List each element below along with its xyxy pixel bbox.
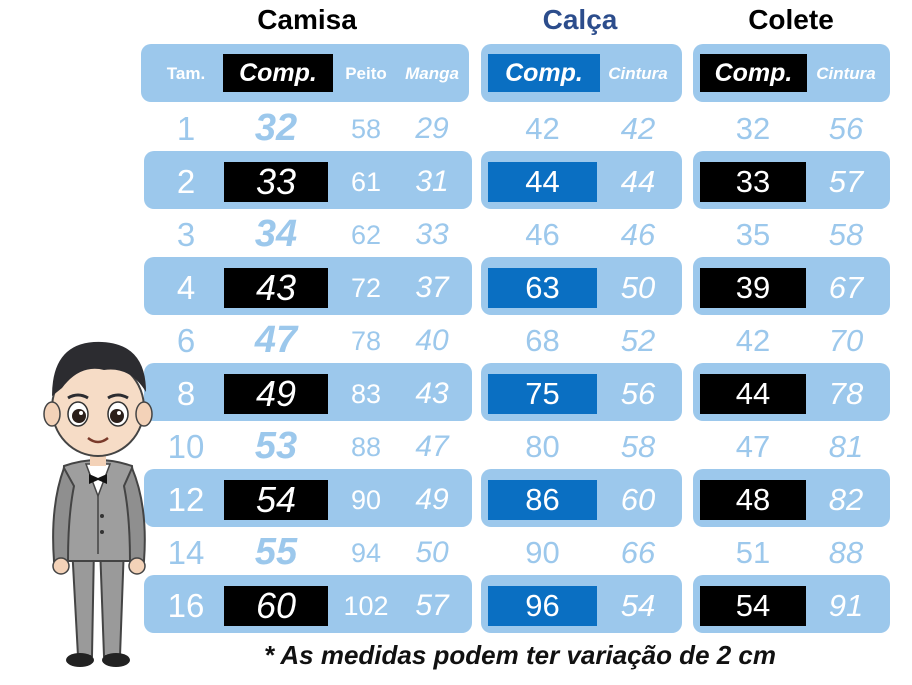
cell-colete-cintura: 67 <box>828 270 864 305</box>
cell-manga: 40 <box>415 324 449 357</box>
cell-colete-comp: 47 <box>735 429 771 464</box>
cell-camisa-comp: 33 <box>224 162 328 202</box>
cell-colete-comp: 39 <box>700 268 806 308</box>
cell-manga: 50 <box>415 536 449 569</box>
cell-colete-comp: 51 <box>735 535 771 570</box>
cell-tam: 2 <box>176 163 196 200</box>
cell-camisa-comp: 32 <box>254 107 298 149</box>
cell-tam: 10 <box>167 428 205 465</box>
cell-tam: 8 <box>176 375 196 412</box>
cell-manga: 33 <box>415 218 449 251</box>
cell-peito: 83 <box>350 379 382 409</box>
boy-in-gray-suit-icon <box>43 341 153 667</box>
cell-tam: 1 <box>176 110 196 147</box>
cell-calca-cintura: 56 <box>620 376 656 411</box>
cell-manga: 37 <box>415 271 449 304</box>
cell-calca-comp: 80 <box>525 429 560 464</box>
cell-colete-cintura: 56 <box>828 111 864 146</box>
footnote: * As medidas podem ter variação de 2 cm <box>263 640 777 670</box>
cell-colete-comp: 44 <box>700 374 806 414</box>
cell-calca-cintura: 66 <box>620 535 656 570</box>
cell-colete-cintura: 57 <box>828 164 864 199</box>
cell-peito: 78 <box>350 326 382 356</box>
cell-manga: 31 <box>415 165 449 198</box>
calca-title: Calça <box>542 4 618 35</box>
cell-colete-cintura: 70 <box>828 323 864 358</box>
cell-peito: 61 <box>350 167 382 197</box>
cell-colete-comp: 48 <box>700 480 806 520</box>
cell-calca-comp: 63 <box>488 268 597 308</box>
cell-colete-cintura: 91 <box>828 588 864 623</box>
header-manga: Manga <box>405 64 459 83</box>
cell-calca-comp: 42 <box>525 111 560 146</box>
cell-camisa-comp: 47 <box>254 319 298 361</box>
cell-calca-comp: 44 <box>488 162 597 202</box>
cell-camisa-comp: 34 <box>254 213 298 255</box>
cell-manga: 47 <box>415 430 449 463</box>
camisa-comp-header-badge <box>223 54 333 92</box>
cell-camisa-comp: 60 <box>224 586 328 626</box>
cell-tam: 6 <box>176 322 196 359</box>
cell-colete-cintura: 78 <box>828 376 864 411</box>
cell-peito: 58 <box>350 114 382 144</box>
cell-camisa-comp: 49 <box>224 374 328 414</box>
cell-calca-cintura: 52 <box>620 323 656 358</box>
cell-peito: 94 <box>350 538 382 568</box>
cell-peito: 62 <box>350 220 382 250</box>
colete-header-cintura: Cintura <box>816 64 876 83</box>
cell-calca-cintura: 58 <box>620 429 656 464</box>
cell-calca-cintura: 60 <box>620 482 656 517</box>
cell-peito: 102 <box>343 591 389 621</box>
cell-manga: 29 <box>415 112 449 145</box>
cell-tam: 16 <box>167 587 205 624</box>
cell-peito: 88 <box>350 432 382 462</box>
colete-comp-header: Comp. <box>714 59 793 87</box>
cell-calca-comp: 90 <box>525 535 560 570</box>
camisa-comp-header: Comp. <box>239 59 317 87</box>
cell-calca-comp: 75 <box>488 374 597 414</box>
cell-camisa-comp: 43 <box>224 268 328 308</box>
cell-tam: 3 <box>176 216 196 253</box>
cell-calca-cintura: 46 <box>620 217 656 252</box>
cell-colete-cintura: 82 <box>828 482 864 517</box>
colete-title: Colete <box>748 4 834 35</box>
camisa-title: Camisa <box>257 4 357 35</box>
cell-colete-comp: 42 <box>735 323 771 358</box>
cell-colete-cintura: 58 <box>828 217 864 252</box>
cell-colete-comp: 35 <box>735 217 771 252</box>
cell-tam: 12 <box>167 481 205 518</box>
calca-header-cintura: Cintura <box>608 64 668 83</box>
cell-calca-cintura: 44 <box>620 164 656 199</box>
cell-camisa-comp: 55 <box>254 531 298 573</box>
header-peito: Peito <box>345 64 387 83</box>
cell-colete-comp: 33 <box>700 162 806 202</box>
cell-colete-comp: 32 <box>735 111 771 146</box>
cell-manga: 43 <box>415 377 449 410</box>
cell-colete-comp: 54 <box>700 586 806 626</box>
colete-comp-header-badge <box>700 54 807 92</box>
cell-camisa-comp: 54 <box>224 480 328 520</box>
cell-calca-cintura: 50 <box>620 270 656 305</box>
cell-peito: 72 <box>350 273 382 303</box>
cell-calca-comp: 96 <box>488 586 597 626</box>
cell-camisa-comp: 53 <box>254 425 298 467</box>
cell-colete-cintura: 88 <box>828 535 864 570</box>
cell-tam: 4 <box>176 269 196 306</box>
cell-calca-comp: 46 <box>525 217 560 252</box>
cell-manga: 49 <box>415 483 449 516</box>
cell-tam: 14 <box>167 534 205 571</box>
cell-calca-comp: 86 <box>488 480 597 520</box>
cell-calca-comp: 68 <box>525 323 560 358</box>
cell-calca-cintura: 42 <box>620 111 656 146</box>
header-tam: Tam. <box>166 64 206 83</box>
calca-comp-header: Comp. <box>505 59 583 87</box>
cell-manga: 57 <box>415 589 449 622</box>
calca-comp-header-badge <box>488 54 600 92</box>
cell-colete-cintura: 81 <box>828 429 864 464</box>
cell-peito: 90 <box>350 485 382 515</box>
cell-calca-cintura: 54 <box>620 588 656 623</box>
